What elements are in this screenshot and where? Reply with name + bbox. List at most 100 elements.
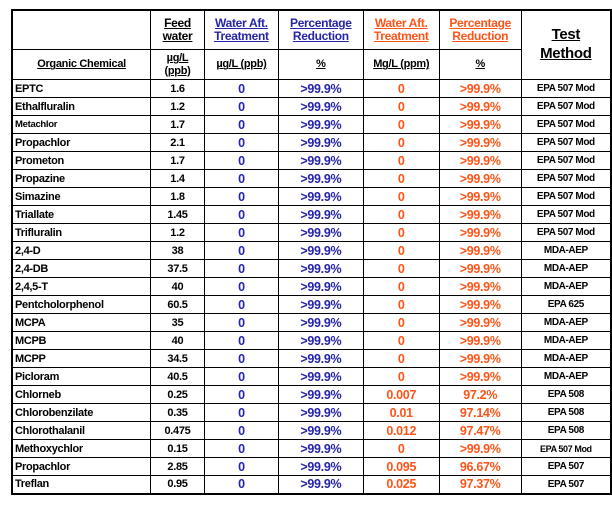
treated-ppb-value-cell: 0 (203, 403, 279, 422)
treated-ppb-value-cell: 0 (203, 367, 279, 386)
reduction-ppb-value-cell: >99.9% (277, 187, 364, 206)
treated-ppm-value-cell: 0 (362, 331, 440, 350)
treated-ppb-value-cell: 0 (203, 169, 279, 188)
test-method-value-cell: EPA 507 Mod (520, 439, 612, 458)
treated-ppm-value-cell: 0 (362, 205, 440, 224)
test-method-value-cell: MDA-AEP (520, 331, 612, 350)
reduction-ppb-value-cell: >99.9% (277, 277, 364, 296)
treated-ppm-value-cell: 0 (362, 439, 440, 458)
test-method-value-cell: EPA 507 Mod (520, 133, 612, 152)
table-row: MCPB 40 0 >99.9% 0 >99.9% MDA-AEP (11, 331, 612, 350)
table-row: Propachlor 2.85 0 >99.9% 0.095 96.67% EPA 507 (11, 457, 612, 476)
reduction-ppm-value-cell: >99.9% (438, 259, 522, 278)
treated-ppm-value-cell: 0.025 (362, 475, 440, 494)
treated-ppm-value-cell: 0.01 (362, 403, 440, 422)
reduction-ppm-value-cell: >99.9% (438, 331, 522, 350)
treated-ppb-value-cell: 0 (203, 475, 279, 494)
table-row: 2,4-D 38 0 >99.9% 0 >99.9% MDA-AEP (11, 241, 612, 260)
chemical-name-cell: Pentcholorphenol (11, 295, 152, 314)
chemical-name-cell: Treflan (11, 475, 152, 494)
table-row: Simazine 1.8 0 >99.9% 0 >99.9% EPA 507 Mod (11, 187, 612, 206)
col-header-percentage-reduction-ppm: Percentage Reduction (438, 9, 522, 50)
reduction-ppm-value-cell: >99.9% (438, 133, 522, 152)
table-row: Treflan 0.95 0 >99.9% 0.025 97.37% EPA 507 (11, 475, 612, 494)
chemical-name-cell: Prometon (11, 151, 152, 170)
subheader-treated-ppb-units: µg/L (ppb) (203, 49, 279, 80)
treated-ppb-value-cell: 0 (203, 97, 279, 116)
chemical-name-cell: Chlorothalanil (11, 421, 152, 440)
reduction-ppb-value-cell: >99.9% (277, 331, 364, 350)
subheader-reduction-ppm-units: % (438, 49, 522, 80)
test-method-value-cell: MDA-AEP (520, 367, 612, 386)
feed-water-value-cell: 38 (150, 241, 205, 260)
test-method-value-cell: EPA 507 Mod (520, 205, 612, 224)
test-method-value-cell: EPA 508 (520, 421, 612, 440)
treated-ppm-value-cell: 0 (362, 133, 440, 152)
treated-ppm-value-cell: 0 (362, 115, 440, 134)
table-row: 2,4,5-T 40 0 >99.9% 0 >99.9% MDA-AEP (11, 277, 612, 296)
reduction-ppb-value-cell: >99.9% (277, 151, 364, 170)
table-row: Methoxychlor 0.15 0 >99.9% 0 >99.9% EPA 507 Mo… (11, 439, 612, 458)
test-method-value-cell: MDA-AEP (520, 349, 612, 368)
chemical-name-cell: MCPB (11, 331, 152, 350)
test-method-value-cell: EPA 507 Mod (520, 79, 612, 98)
chemical-name-cell: Simazine (11, 187, 152, 206)
reduction-ppb-value-cell: >99.9% (277, 475, 364, 494)
treated-ppm-value-cell: 0 (362, 349, 440, 368)
table-row: Chlorothalanil 0.475 0 >99.9% 0.012 97.47% EPA… (11, 421, 612, 440)
table-row: MCPA 35 0 >99.9% 0 >99.9% MDA-AEP (11, 313, 612, 332)
test-method-value-cell: EPA 507 (520, 457, 612, 476)
chemical-name-cell: Picloram (11, 367, 152, 386)
feed-water-value-cell: 0.35 (150, 403, 205, 422)
table-row: MCPP 34.5 0 >99.9% 0 >99.9% MDA-AEP (11, 349, 612, 368)
chemical-name-cell: MCPA (11, 313, 152, 332)
contaminant-reduction-table: Feed water Water Aft. Treatment Percenta… (11, 9, 612, 495)
table-row: Trifluralin 1.2 0 >99.9% 0 >99.9% EPA 507 Mod (11, 223, 612, 242)
treated-ppb-value-cell: 0 (203, 151, 279, 170)
reduction-ppb-value-cell: >99.9% (277, 169, 364, 188)
treated-ppm-value-cell: 0 (362, 79, 440, 98)
reduction-ppb-value-cell: >99.9% (277, 241, 364, 260)
treated-ppb-value-cell: 0 (203, 133, 279, 152)
feed-water-value-cell: 1.2 (150, 223, 205, 242)
reduction-ppm-value-cell: >99.9% (438, 115, 522, 134)
feed-water-value-cell: 1.4 (150, 169, 205, 188)
reduction-ppb-value-cell: >99.9% (277, 385, 364, 404)
test-method-value-cell: EPA 507 Mod (520, 187, 612, 206)
feed-water-value-cell: 0.15 (150, 439, 205, 458)
treated-ppb-value-cell: 0 (203, 277, 279, 296)
feed-water-value-cell: 35 (150, 313, 205, 332)
reduction-ppm-value-cell: >99.9% (438, 367, 522, 386)
reduction-ppb-value-cell: >99.9% (277, 97, 364, 116)
table-row: Propachlor 2.1 0 >99.9% 0 >99.9% EPA 507 Mod (11, 133, 612, 152)
feed-water-value-cell: 2.85 (150, 457, 205, 476)
test-method-value-cell: EPA 507 Mod (520, 169, 612, 188)
feed-water-value-cell: 2.1 (150, 133, 205, 152)
reduction-ppm-value-cell: >99.9% (438, 79, 522, 98)
reduction-ppm-value-cell: 97.37% (438, 475, 522, 494)
treated-ppm-value-cell: 0 (362, 241, 440, 260)
table-row: EPTC 1.6 0 >99.9% 0 >99.9% EPA 507 Mod (11, 79, 612, 98)
chemical-name-cell: Ethalfluralin (11, 97, 152, 116)
feed-water-value-cell: 40.5 (150, 367, 205, 386)
treated-ppm-value-cell: 0.012 (362, 421, 440, 440)
treated-ppb-value-cell: 0 (203, 313, 279, 332)
reduction-ppb-value-cell: >99.9% (277, 439, 364, 458)
reduction-ppm-value-cell: >99.9% (438, 97, 522, 116)
reduction-ppm-value-cell: >99.9% (438, 295, 522, 314)
feed-water-value-cell: 40 (150, 277, 205, 296)
treated-ppm-value-cell: 0 (362, 169, 440, 188)
treated-ppm-value-cell: 0.007 (362, 385, 440, 404)
reduction-ppm-value-cell: 97.14% (438, 403, 522, 422)
reduction-ppm-value-cell: >99.9% (438, 439, 522, 458)
reduction-ppm-value-cell: 97.47% (438, 421, 522, 440)
chemical-name-cell: Chlorobenzilate (11, 403, 152, 422)
reduction-ppb-value-cell: >99.9% (277, 259, 364, 278)
feed-water-value-cell: 1.6 (150, 79, 205, 98)
treated-ppm-value-cell: 0 (362, 277, 440, 296)
chemical-name-cell: MCPP (11, 349, 152, 368)
subheader-reduction-ppb-units: % (277, 49, 364, 80)
chemical-name-cell: 2,4-D (11, 241, 152, 260)
table-row: Chlorobenzilate 0.35 0 >99.9% 0.01 97.14% EPA … (11, 403, 612, 422)
treated-ppm-value-cell: 0 (362, 259, 440, 278)
